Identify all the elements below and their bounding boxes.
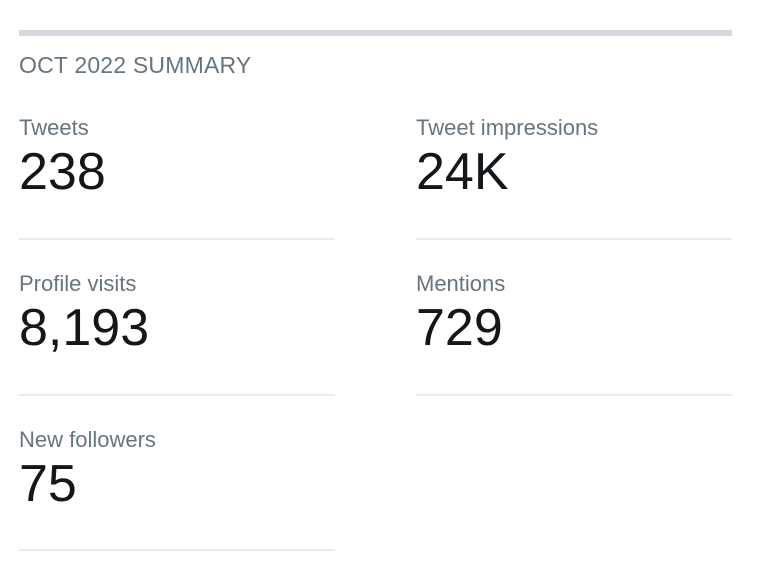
stat-divider (416, 394, 732, 396)
stat-divider (19, 394, 335, 396)
stat-value-profile-visits: 8,193 (19, 299, 150, 357)
stat-label-tweets: Tweets (19, 115, 89, 140)
stat-value-tweet-impressions: 24K (416, 143, 509, 201)
stat-divider (19, 549, 335, 551)
stat-value-new-followers: 75 (19, 455, 77, 513)
stat-value-tweets: 238 (19, 143, 106, 201)
stat-label-tweet-impressions: Tweet impressions (416, 115, 599, 140)
stat-value-mentions: 729 (416, 299, 503, 357)
stat-label-profile-visits: Profile visits (19, 271, 137, 296)
top-divider (19, 30, 732, 36)
stat-divider (19, 238, 335, 240)
stat-label-new-followers: New followers (19, 427, 156, 452)
stat-label-mentions: Mentions (416, 271, 506, 296)
summary-title: OCT 2022 SUMMARY (19, 52, 252, 78)
stat-divider (416, 238, 732, 240)
